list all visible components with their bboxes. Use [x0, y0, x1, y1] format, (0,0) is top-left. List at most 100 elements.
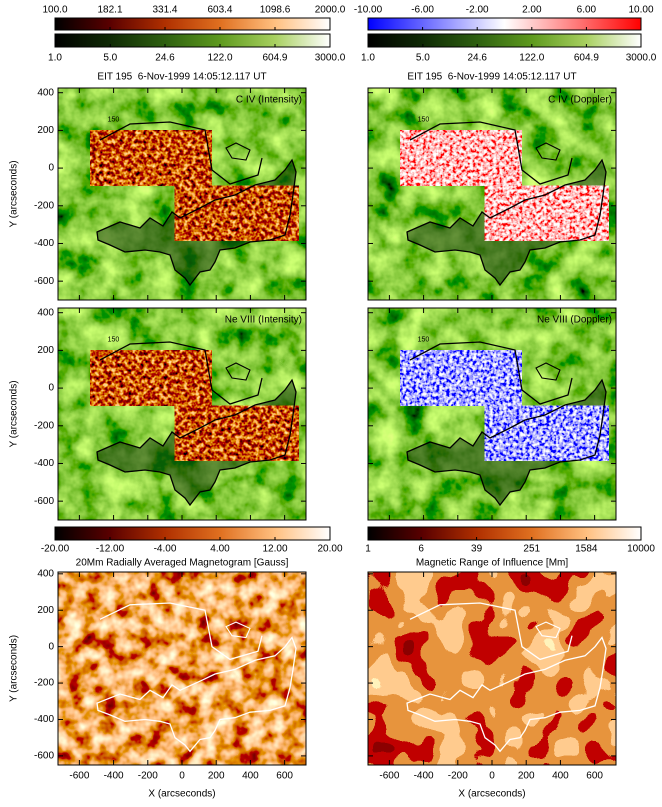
- raster: [90, 130, 212, 185]
- x-tick-label: 600: [586, 771, 603, 782]
- panel-label: C IV (Intensity): [236, 95, 302, 106]
- y-tick-label: -600: [34, 496, 54, 507]
- y-tick-label: 400: [37, 307, 54, 318]
- panel-label: Ne VIII (Doppler): [537, 315, 612, 326]
- colorbar-tick-label: 1.0: [361, 53, 375, 64]
- x-tick-label: 0: [179, 771, 185, 782]
- panel-title: EIT 195 6-Nov-1999 14:05:12.117 UT: [407, 72, 576, 83]
- colorbar: [368, 18, 641, 30]
- y-tick-label: -400: [34, 238, 54, 249]
- colorbar-tick-label: -10.00: [354, 5, 383, 16]
- colorbar-tick-label: 100.0: [42, 5, 67, 16]
- colorbar: [368, 527, 641, 540]
- y-tick-label: 200: [37, 345, 54, 356]
- panel-title: 20Mm Radially Averaged Magnetogram [Gaus…: [76, 558, 289, 569]
- colorbar-tick-label: 5.0: [103, 53, 117, 64]
- colorbar-tick-label: -6.00: [411, 5, 434, 16]
- contour-label: 150: [108, 337, 120, 344]
- x-tick-label: -200: [138, 771, 158, 782]
- y-tick-label: 200: [37, 605, 54, 616]
- colorbar-tick-label: 24.6: [155, 53, 175, 64]
- colorbar-tick-label: 603.4: [207, 5, 232, 16]
- y-tick-label: -200: [34, 420, 54, 431]
- colorbar-tick-label: 20.00: [317, 544, 342, 555]
- raster: [90, 350, 212, 405]
- colorbar-tick-label: 1.0: [48, 53, 62, 64]
- y-axis-label: Y (arcseconds): [9, 635, 20, 702]
- figure: 150 C IV (Intensity) EIT 195 6-Nov-1999 14…: [0, 0, 662, 807]
- colorbar-tick-label: 24.6: [467, 53, 487, 64]
- panel: 150 C IV (Doppler) EIT 195 6-Nov-1999 14:0…: [368, 72, 616, 300]
- colorbar-tick-label: 39: [471, 544, 483, 555]
- page: {"chart_data": [ {"type": "image", "titl…: [0, 0, 662, 807]
- y-tick-label: 0: [48, 383, 54, 394]
- y-tick-label: -200: [34, 200, 54, 211]
- colorbar: [368, 34, 641, 47]
- colorbar-tick-label: 3000.0: [626, 53, 657, 64]
- colorbar-tick-label: 1098.6: [260, 5, 291, 16]
- colorbar-tick-label: 1584: [575, 544, 598, 555]
- x-tick-label: 200: [208, 771, 225, 782]
- panel: 150Ne VIII (Intensity)-600-400-200020040…: [9, 307, 306, 520]
- y-axis-label: Y (arcseconds): [9, 380, 20, 447]
- panel-label: C IV (Doppler): [548, 95, 612, 106]
- colorbar-tick-label: 604.9: [574, 53, 599, 64]
- image-background: [368, 572, 616, 765]
- colorbar-tick-label: 2.00: [522, 5, 542, 16]
- y-tick-label: 200: [37, 125, 54, 136]
- colorbar-tick-label: -4.00: [154, 544, 177, 555]
- image-background: [58, 572, 306, 765]
- colorbar-tick-label: 182.1: [98, 5, 123, 16]
- x-tick-label: -200: [448, 771, 468, 782]
- image: [368, 88, 616, 300]
- y-tick-label: 0: [48, 163, 54, 174]
- colorbar-tick-label: 12.00: [262, 544, 287, 555]
- image: [58, 308, 306, 520]
- image: [58, 88, 306, 300]
- colorbar-tick-label: 1: [365, 544, 371, 555]
- colorbar-tick-label: 5.0: [416, 53, 430, 64]
- x-tick-label: -600: [69, 771, 89, 782]
- x-tick-label: -400: [104, 771, 124, 782]
- x-tick-label: 0: [489, 771, 495, 782]
- colorbar-tick-label: 4.00: [210, 544, 230, 555]
- colorbar-tick-label: -12.00: [96, 544, 125, 555]
- colorbar-tick-label: 6: [418, 544, 424, 555]
- x-tick-label: 400: [552, 771, 569, 782]
- panel: 150 C IV (Intensity) EIT 195 6-Nov-1999 14…: [9, 72, 306, 300]
- panel-title: Magnetic Range of Influence [Mm]: [416, 558, 569, 569]
- x-tick-label: 200: [518, 771, 535, 782]
- colorbar: [55, 527, 330, 540]
- y-tick-label: -200: [34, 678, 54, 689]
- x-tick-label: 400: [242, 771, 259, 782]
- colorbar-tick-label: 331.4: [152, 5, 177, 16]
- colorbar-tick-label: 122.0: [207, 53, 232, 64]
- colorbar-tick-label: 3000.0: [315, 53, 346, 64]
- y-tick-label: 0: [48, 641, 54, 652]
- colorbar-tick-label: 251: [523, 544, 540, 555]
- x-tick-label: 600: [276, 771, 293, 782]
- image: [368, 572, 616, 765]
- contour-label: 150: [418, 117, 430, 124]
- colorbar: [55, 34, 330, 47]
- x-tick-label: -400: [414, 771, 434, 782]
- contour-label: 150: [108, 117, 120, 124]
- image: [368, 308, 616, 520]
- panel: Magnetic Range of Influence [Mm]-600-400…: [368, 558, 616, 800]
- panel-label: Ne VIII (Intensity): [225, 315, 302, 326]
- raster: [400, 130, 522, 185]
- colorbar: [55, 18, 330, 30]
- y-tick-label: -400: [34, 714, 54, 725]
- y-tick-label: -600: [34, 276, 54, 287]
- y-axis-label: Y (arcseconds): [9, 160, 20, 227]
- panel: 20Mm Radially Averaged Magnetogram [Gaus…: [9, 558, 306, 800]
- colorbar-tick-label: 604.9: [262, 53, 287, 64]
- raster: [400, 350, 522, 405]
- colorbar-tick-label: 6.00: [577, 5, 597, 16]
- colorbar-tick-label: 2000.0: [315, 5, 346, 16]
- x-axis-label: X (arcseconds): [458, 789, 525, 800]
- colorbar-tick-label: -20.00: [41, 544, 70, 555]
- panel: 150 Ne VIII (Doppler): [368, 308, 616, 520]
- contour-label: 150: [418, 337, 430, 344]
- panel-title: EIT 195 6-Nov-1999 14:05:12.117 UT: [97, 72, 266, 83]
